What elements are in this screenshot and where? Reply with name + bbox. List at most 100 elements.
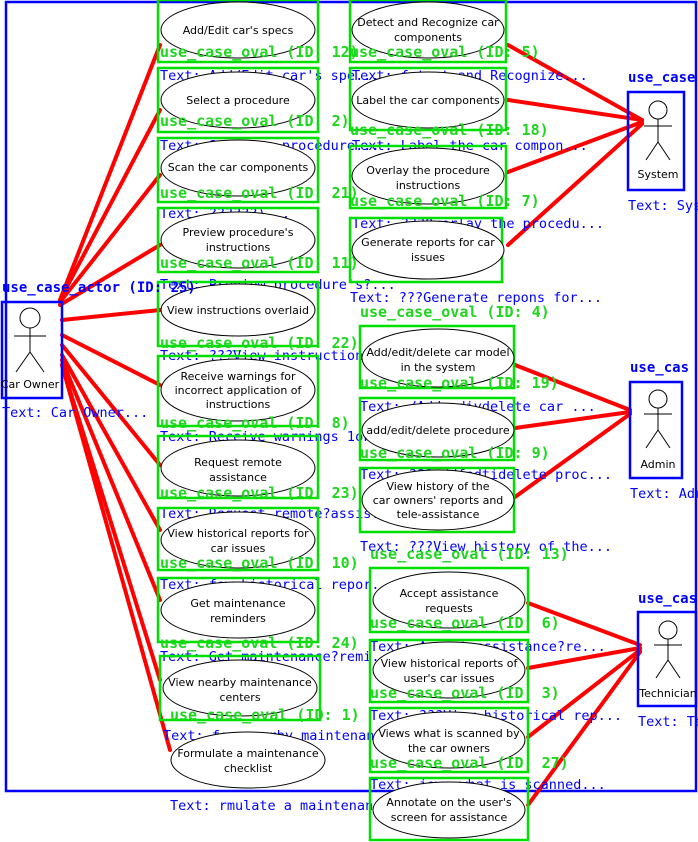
uc7-line-2: instructions <box>396 179 461 192</box>
uc27-line-1: Views what is scanned by <box>378 727 520 740</box>
technician-tag: use_cas <box>638 591 697 607</box>
use-case-uc13: View history of the car owners' reports … <box>358 466 612 563</box>
uc11-tag: use_case_oval (ID: 11) <box>160 254 359 272</box>
uc13-line-2: car owners' reports and <box>373 494 504 507</box>
uc5-line-2: components <box>394 31 462 44</box>
uc13-line-1: View history of the <box>386 480 489 493</box>
uc12-tag: use_case_oval (ID: 12) <box>160 43 359 61</box>
use-case-uc7: Overlay the procedure instructions use_c… <box>348 144 604 232</box>
uc1-line-2: centers <box>219 691 260 704</box>
uc5-line-1: Detect and Recognize car <box>357 16 499 29</box>
use-case-uc19: Add/edit/delete car model in the system … <box>358 324 596 415</box>
uc18-tag: use_case_oval (ID: 18) <box>350 121 549 139</box>
uc13-tag: use_case_oval (ID: 13) <box>370 545 569 563</box>
car-owner-ocr: Text: Car Owner... <box>2 405 148 421</box>
admin-ocr: Text: Adr <box>630 486 698 502</box>
assoc-owner-uc8 <box>60 333 162 387</box>
uc26-line-1: Annotate on the user's <box>386 796 512 809</box>
associations <box>58 43 644 807</box>
uc11-line-2: instructions <box>206 241 271 254</box>
assoc-tech-uc6 <box>526 601 642 647</box>
technician-ocr: Text: Te <box>638 714 698 730</box>
stick-figure-icon <box>644 389 672 449</box>
car-owner-tag: use_case_actor (ID: 25) <box>2 280 196 296</box>
uc9-line-1: add/edit/delete procedure <box>366 424 509 437</box>
admin-tag: use_cas <box>630 360 689 376</box>
stick-figure-icon <box>14 307 46 373</box>
uc7-tag: use_case_oval (ID: 7) <box>350 192 540 210</box>
uc8-tag: use_case_oval (ID: 8) <box>160 414 350 432</box>
ucf-line-2: checklist <box>224 762 273 775</box>
assoc-owner-uc11 <box>58 243 162 307</box>
uc23-line-2: assistance <box>209 471 267 484</box>
assoc-owner-uc24 <box>60 358 162 602</box>
assoc-system-uc18 <box>506 98 644 122</box>
use-case-uc21: Scan the car components use_case_oval (I… <box>156 136 359 222</box>
actor-admin: Admin use_cas Text: Adr <box>628 360 698 502</box>
uc8-line-3: instructions <box>206 398 271 411</box>
uc19-tag: use_case_oval (ID: 19) <box>360 374 559 392</box>
use-case-uc18: Label the car components use_case_oval (… <box>348 66 588 154</box>
uc4-tag: use_case_oval (ID: 4) <box>360 303 550 321</box>
uc27-line-2: the car owners <box>408 742 490 755</box>
uc10-line-1: View historical reports for <box>167 527 309 540</box>
use-case-uc23: Request remote assistance use_case_oval … <box>156 434 396 522</box>
uc4-ocr: Text: ???Generate repons for... <box>350 290 602 306</box>
uc8-line-1: Receive warnings for <box>181 370 296 383</box>
system-tag: use_case <box>628 70 695 86</box>
use-case-uc4: Generate reports for car issues Text: ??… <box>348 216 602 321</box>
uc19-line-1: Add/edit/delete car model <box>366 346 509 359</box>
uc24-tag: use_case_oval (ID: 24) <box>160 634 359 652</box>
use-case-uc12: Add/Edit car's specs use_case_oval (ID: … <box>156 0 379 84</box>
assoc-owner-uc23 <box>60 343 162 467</box>
assoc-owner-uc21 <box>58 173 162 304</box>
uc13-line-3: tele-assistance <box>397 508 480 521</box>
uc12-line-1: Add/Edit car's specs <box>183 24 294 37</box>
assoc-admin-uc13 <box>513 412 632 499</box>
uc4-line-1: Generate reports for car <box>361 236 495 249</box>
assoc-system-uc5 <box>506 43 644 122</box>
uc22-line-1: View instructions overlaid <box>167 304 309 317</box>
assoc-owner-uc22 <box>60 308 162 322</box>
uc24-line-2: reminders <box>210 612 266 625</box>
use-case-uc26: Annotate on the user's screen for assist… <box>368 776 530 842</box>
uc21-line-1: Scan the car components <box>168 161 309 174</box>
technician-name: Technician <box>638 687 697 700</box>
assoc-tech-uc3 <box>526 646 642 670</box>
uc11-line-1: Preview procedure's <box>183 226 294 239</box>
uc27-tag: use_case_oval (ID: 27) <box>370 754 569 772</box>
uc6-line-1: Accept assistance <box>400 587 499 600</box>
uc8-line-2: incorrect application of <box>175 384 303 397</box>
assoc-admin-uc9 <box>513 410 632 430</box>
uc7-line-1: Overlay the procedure <box>366 164 490 177</box>
uc22-tag: use_case_oval (ID: 22) <box>160 334 359 352</box>
uc1-line-1: View nearby maintenance <box>168 676 312 689</box>
uc6-tag: use_case_oval (ID: 6) <box>370 614 560 632</box>
assoc-owner-uc12 <box>58 43 162 302</box>
use-case-formulate: Formulate a maintenance checklist Text: … <box>170 731 406 814</box>
uc3-line-2: user's car issues <box>403 672 494 685</box>
uc13-ocr: Text: ???View history of the... <box>360 539 612 555</box>
assoc-tech-uc26 <box>526 650 642 807</box>
use-case-uc22: View instructions overlaid use_case_oval… <box>156 280 412 364</box>
assoc-tech-uc27 <box>526 648 642 739</box>
assoc-owner-ucf <box>60 363 172 752</box>
ucf-ocr: Text: rmulate a maintenanc... <box>170 798 406 814</box>
system-name: System <box>637 168 678 181</box>
assoc-owner-uc2 <box>58 108 162 302</box>
uc1-tag: use_case_oval (ID: 1) <box>170 706 360 724</box>
actor-car-owner: Car Owner use_case_actor (ID: 25) Text: … <box>0 280 196 421</box>
use-case-uc5: Detect and Recognize car components use_… <box>348 0 588 84</box>
uc23-line-1: Request remote <box>194 456 282 469</box>
uc3-line-1: View historical reports of <box>381 657 519 670</box>
uc23-tag: use_case_oval (ID: 23) <box>160 484 359 502</box>
uc6-line-2: requests <box>425 602 473 615</box>
uc4-line-2: issues <box>411 251 445 264</box>
uc19-line-2: in the system <box>401 361 476 374</box>
use-case-uc6: Accept assistance requests use_case_oval… <box>368 566 606 655</box>
system-ocr: Text: Sys <box>628 198 698 214</box>
assoc-system-uc7 <box>506 120 644 174</box>
stick-figure-icon <box>654 620 682 679</box>
